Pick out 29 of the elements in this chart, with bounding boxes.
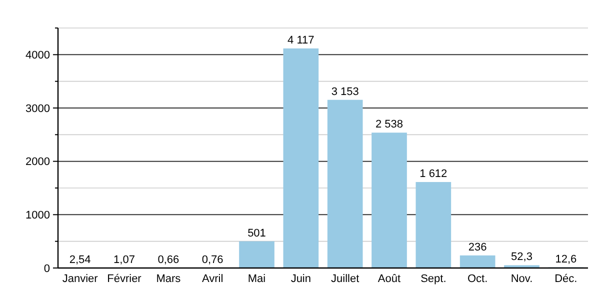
x-tick-label: Juin [290,273,312,285]
data-label: 236 [468,241,487,254]
x-tick-label: Juillet [331,273,360,285]
data-label: 4 117 [288,34,314,46]
x-tick-label: Mai [248,273,266,285]
x-tick-label: Déc. [554,273,578,285]
x-tick-label: Août [378,273,401,285]
data-label: 2 538 [375,118,404,131]
data-label: 1 612 [420,168,448,180]
data-label: 2,54 [69,254,91,266]
y-tick-label: 0 [44,262,50,275]
data-label: 12,6 [555,253,577,266]
y-tick-label: 1000 [26,210,50,222]
data-label: 0,66 [158,254,180,266]
data-label: 0,76 [202,254,224,266]
y-tick-label: 4000 [26,50,50,62]
x-tick-label: Janvier [62,273,98,285]
data-label: 3 153 [331,86,359,98]
x-tick-label: Oct. [467,273,488,285]
data-label: 52,3 [511,251,532,264]
data-label: 1,07 [114,254,135,266]
data-label: 501 [248,227,266,240]
y-tick-label: 2000 [26,156,50,168]
x-tick-label: Sept. [420,273,446,285]
x-tick-label: Mars [156,273,182,285]
x-tick-label: Avril [202,273,224,285]
x-tick-label: Nov. [510,273,533,285]
y-tick-label: 3000 [26,102,50,115]
x-tick-label: Février [107,273,142,285]
